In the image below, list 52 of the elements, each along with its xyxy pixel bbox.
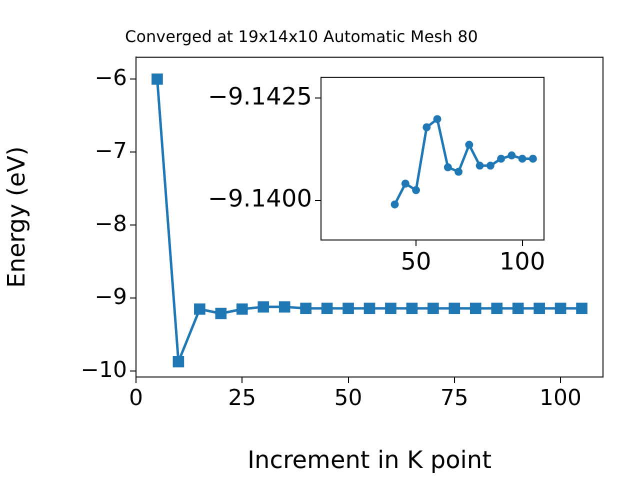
- point: [258, 301, 270, 313]
- y-tick-label: −6: [94, 66, 127, 91]
- y-tick-label: −9.1425: [208, 82, 312, 110]
- point: [554, 302, 566, 314]
- point: [236, 303, 248, 315]
- point: [486, 162, 494, 170]
- point: [278, 301, 290, 313]
- point: [172, 356, 184, 368]
- point: [497, 154, 506, 163]
- point: [364, 302, 376, 314]
- point: [476, 162, 484, 170]
- y-tick-label: −9: [94, 284, 127, 310]
- y-tick-label: −7: [94, 138, 127, 164]
- y-tick-label: −8: [94, 212, 127, 237]
- point: [518, 154, 526, 163]
- point: [491, 302, 503, 314]
- point: [454, 168, 463, 176]
- point: [412, 186, 420, 194]
- point: [576, 302, 588, 314]
- point: [470, 302, 482, 314]
- x-tick-label: 50: [400, 248, 432, 276]
- y-tick-label: −9.1400: [208, 184, 312, 213]
- chart-title: Converged at 19x14x10 Automatic Mesh 80: [125, 26, 478, 46]
- point: [528, 154, 537, 163]
- y-axis-title: Energy (eV): [2, 146, 31, 288]
- point: [300, 302, 312, 314]
- y-tick-label: −10: [80, 358, 127, 383]
- point: [444, 163, 452, 172]
- point: [433, 115, 442, 124]
- point: [512, 302, 524, 314]
- point: [152, 73, 163, 85]
- point: [465, 140, 474, 149]
- x-axis-title: Increment in K point: [247, 446, 492, 474]
- point: [401, 180, 410, 188]
- point: [321, 302, 333, 314]
- x-tick-label: 25: [228, 386, 256, 411]
- x-tick-label: 0: [129, 386, 143, 411]
- point: [194, 303, 206, 315]
- x-tick-label: 75: [440, 386, 468, 411]
- point: [342, 302, 354, 314]
- point: [448, 302, 460, 314]
- point: [422, 123, 431, 132]
- point: [508, 151, 516, 160]
- point: [534, 302, 545, 314]
- x-tick-label: 100: [540, 386, 582, 411]
- point: [385, 302, 396, 314]
- point: [390, 200, 399, 208]
- point: [406, 302, 418, 314]
- x-tick-label: 50: [334, 386, 362, 411]
- point: [215, 308, 227, 320]
- x-tick-label: 100: [499, 248, 546, 276]
- point: [428, 302, 439, 314]
